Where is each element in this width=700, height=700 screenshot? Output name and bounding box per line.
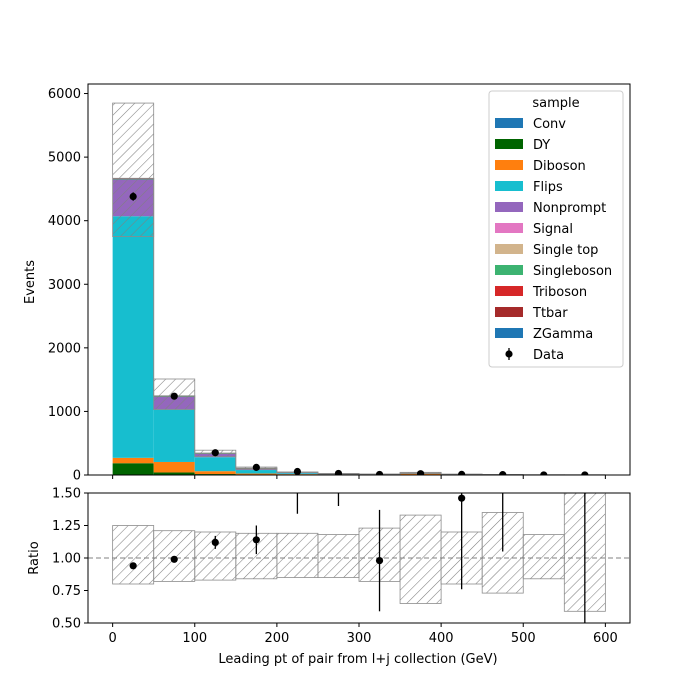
bar-flips [235,470,277,474]
ratio-point [211,538,219,547]
ratio-point [581,34,588,41]
legend-entry-conv: Conv [533,117,566,132]
y-tick-label: 1000 [48,405,81,420]
ratio-y-axis-label: Ratio [27,541,42,574]
bar-flips [194,457,236,472]
main-y-ticks: 0 1000 2000 3000 4000 5000 6000 [48,87,88,484]
y-tick-label: 3000 [48,278,81,293]
y-tick-label: 4000 [48,214,81,229]
ratio-point [294,424,301,431]
x-tick-label: 500 [511,631,536,646]
bar-flips [153,409,195,462]
legend-entry-diboson: Diboson [533,159,586,174]
x-tick-label: 0 [108,631,116,646]
data-point [211,449,219,457]
ratio-frame [87,492,631,624]
data-point [129,192,137,201]
x-tick-label: 100 [182,631,207,646]
ratio-y-tick-label: 0.50 [52,617,81,632]
data-point [458,470,466,475]
ratio-y-ticks: 0.50 0.75 1.00 1.25 1.50 [52,487,88,632]
x-tick-label: 300 [347,631,372,646]
bar-diboson [112,457,154,464]
ratio-y-tick-label: 1.25 [52,519,81,534]
ratio-uncertainty-band [522,534,565,580]
ratio-plot-area [88,34,630,623]
data-point [540,471,548,475]
x-axis-label: Leading pt of pair from l+j collection (… [218,652,497,667]
y-tick-label: 2000 [48,341,81,356]
legend-entry-zgamma: ZGamma [533,327,593,342]
main-panel: 0 1000 2000 3000 4000 5000 6000 Events [23,83,631,484]
y-tick-label: 6000 [48,87,81,102]
data-point [170,392,178,400]
data-point [293,467,302,475]
main-y-axis-label: Events [23,260,38,304]
data-point [252,463,260,471]
legend-swatch-flips [495,181,523,191]
ratio-point [375,557,384,565]
ratio-point [499,457,506,464]
legend-entry-singleboson: Singleboson [533,264,612,279]
legend-entry-single-top: Single top [533,243,598,258]
legend-swatch-single-top [495,244,523,254]
bar-dy [153,472,195,475]
data-point [499,471,507,475]
bar-diboson [235,473,277,475]
bar-diboson [153,461,195,473]
legend-entry-ttbar: Ttbar [532,306,568,321]
legend-swatch-conv [495,118,523,128]
bar-flips [112,216,154,458]
ratio-y-tick-label: 0.75 [52,584,81,599]
legend-swatch-singleboson [495,265,523,275]
ratio-point [129,562,137,570]
main-frame [87,83,631,476]
legend-swatch-zgamma [495,328,523,338]
ratio-uncertainty-band [276,532,319,578]
bar-diboson [194,471,236,475]
ratio-y-tick-label: 1.00 [52,552,81,567]
legend-entry-signal: Signal [533,222,573,237]
data-point [581,471,589,475]
main-x-ticks [112,475,606,479]
ratio-point [252,536,260,544]
bar-dy [112,463,154,475]
ratio-panel: 0.50 0.75 1.00 1.25 1.50 0 100 200 300 400 500 600… [27,34,631,667]
y-tick-label: 0 [73,469,81,484]
ratio-x-ticks: 0 100 200 300 400 500 600 [108,623,618,646]
ratio-point [170,555,178,563]
x-tick-label: 600 [593,631,618,646]
x-tick-label: 200 [264,631,289,646]
legend: sample Conv DY Diboson Flips Nonprompt Signal S… [488,90,624,368]
legend-swatch-nonprompt [495,202,523,212]
ratio-uncertainty-band [317,534,360,578]
ratio-uncertainty-band [399,514,442,604]
legend-entry-flips: Flips [533,180,563,195]
data-point [416,470,425,475]
main-plot-area [112,102,606,475]
x-tick-label: 400 [429,631,454,646]
legend-entry-triboson: Triboson [532,285,587,300]
data-point [334,469,343,475]
uncertainty-band [112,102,155,237]
ratio-y-tick-label: 1.50 [52,487,81,502]
ratio-uncertainty-band [112,525,155,585]
legend-swatch-triboson [495,286,523,296]
data-point [375,470,384,475]
legend-title: sample [532,96,579,111]
legend-entry-nonprompt: Nonprompt [533,201,606,216]
ratio-point [335,359,342,366]
legend-marker-data [505,350,513,358]
legend-swatch-diboson [495,160,523,170]
ratio-point [458,494,466,502]
legend-swatch-signal [495,223,523,233]
legend-entry-dy: DY [533,138,550,153]
y-tick-label: 5000 [48,151,81,166]
legend-entry-data: Data [533,348,564,363]
legend-swatch-dy [495,139,523,149]
legend-swatch-ttbar [495,307,523,317]
